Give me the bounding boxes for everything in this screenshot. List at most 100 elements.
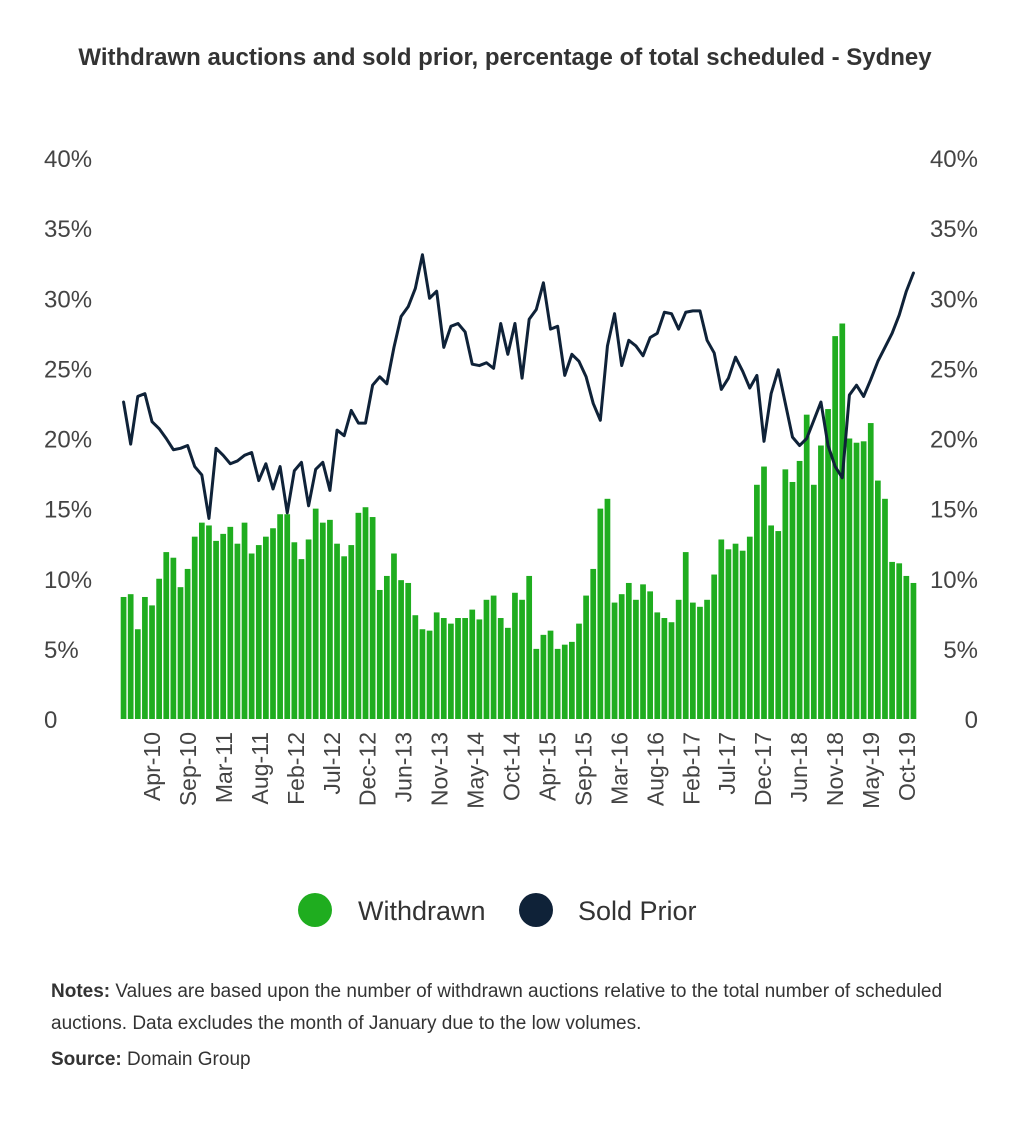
legend: Withdrawn Sold Prior — [298, 893, 697, 927]
x-tick-label: Oct-19 — [894, 732, 920, 801]
x-tick-label: Apr-10 — [139, 732, 165, 801]
withdrawn-bar — [746, 536, 753, 719]
left-y-tick-label: 15% — [44, 497, 92, 524]
withdrawn-bar — [697, 606, 703, 719]
right-y-tick-label: 35% — [930, 216, 978, 243]
withdrawn-bar — [533, 648, 540, 720]
withdrawn-bar — [825, 409, 831, 719]
withdrawn-bar — [476, 619, 483, 719]
withdrawn-bar — [611, 602, 618, 719]
x-tick-label: Jul-17 — [714, 732, 740, 795]
withdrawn-bar — [625, 582, 632, 719]
left-y-tick-label: 10% — [44, 567, 92, 594]
left-y-tick-label: 5% — [44, 637, 79, 664]
right-y-tick-label: 30% — [930, 286, 978, 313]
withdrawn-bar — [604, 498, 611, 719]
right-y-tick-label: 25% — [930, 356, 978, 383]
withdrawn-bar — [170, 557, 177, 719]
notes-text: Values are based upon the number of with… — [51, 981, 943, 1034]
withdrawn-bar — [248, 553, 255, 719]
withdrawn-bar — [227, 526, 234, 719]
legend-sold-prior-label: Sold Prior — [578, 896, 697, 926]
withdrawn-bar — [853, 442, 860, 719]
right-y-tick-label: 20% — [930, 427, 978, 454]
withdrawn-bar — [654, 612, 661, 719]
left-y-axis: 0 5% 10% 15% 20% 25% 30% 35% 40% — [44, 146, 92, 734]
withdrawn-bar — [590, 568, 597, 719]
left-y-tick-label: 25% — [44, 356, 92, 383]
chart-title: Withdrawn auctions and sold prior, perce… — [78, 44, 932, 71]
withdrawn-bar — [312, 508, 319, 720]
withdrawn-bar — [469, 609, 476, 719]
x-tick-label: Nov-18 — [822, 732, 848, 806]
right-y-tick-label: 10% — [930, 567, 978, 594]
withdrawn-bar — [633, 599, 639, 719]
withdrawn-bar — [341, 556, 348, 719]
withdrawn-bar — [334, 543, 340, 719]
x-tick-label: Sep-10 — [175, 732, 201, 806]
x-tick-label: Jul-12 — [319, 732, 345, 795]
withdrawn-bar — [398, 580, 404, 719]
left-y-tick-label: 30% — [44, 286, 92, 313]
withdrawn-bar — [682, 552, 689, 719]
withdrawn-bar — [270, 528, 276, 719]
withdrawn-bar — [426, 630, 433, 719]
x-tick-label: Apr-15 — [535, 732, 561, 801]
x-tick-label: Feb-17 — [678, 732, 704, 805]
withdrawn-bar — [455, 618, 461, 719]
x-tick-label: Aug-11 — [247, 732, 273, 804]
source-line: Source: Domain Group — [51, 1044, 951, 1076]
withdrawn-bar — [362, 507, 369, 719]
withdrawn-bar — [597, 508, 604, 720]
left-y-tick-label: 40% — [44, 146, 92, 173]
withdrawn-bar — [640, 584, 646, 719]
withdrawn-bar — [198, 522, 205, 719]
withdrawn-bar — [519, 599, 525, 719]
withdrawn-bar — [761, 466, 767, 719]
left-y-tick-label: 35% — [44, 216, 92, 243]
x-tick-label: Dec-17 — [750, 732, 776, 806]
withdrawn-bar — [704, 599, 710, 719]
withdrawn-bar — [818, 445, 824, 719]
withdrawn-bar — [647, 591, 654, 719]
x-tick-label: Mar-11 — [211, 732, 237, 803]
chart-canvas: 0 5% 10% 15% 20% 25% 30% 35% 40% 0 5% 10% 15% 20% 25%… — [44, 146, 978, 927]
withdrawn-bar — [127, 594, 134, 719]
left-y-tick-label: 20% — [44, 427, 92, 454]
withdrawn-bar — [775, 531, 782, 719]
right-y-axis: 0 5% 10% 15% 20% 25% 30% 35% 40% — [930, 146, 978, 734]
x-tick-label: Feb-12 — [283, 732, 309, 805]
withdrawn-bar — [383, 575, 390, 719]
sold-prior-line — [122, 253, 915, 520]
x-tick-label: Nov-13 — [427, 732, 453, 806]
withdrawn-bar — [526, 575, 533, 719]
withdrawn-bar — [284, 514, 291, 719]
withdrawn-bar — [668, 622, 675, 719]
withdrawn-bar — [348, 545, 355, 719]
withdrawn-bar — [234, 543, 241, 719]
withdrawn-bar — [718, 539, 725, 719]
withdrawn-bar — [711, 574, 718, 719]
withdrawn-bar — [433, 612, 440, 719]
withdrawn-bar — [277, 514, 283, 719]
withdrawn-bar — [448, 623, 454, 719]
withdrawn-bar — [732, 543, 739, 719]
withdrawn-bar — [220, 533, 227, 719]
withdrawn-bar — [512, 592, 518, 719]
withdrawn-bar — [561, 644, 568, 719]
legend-withdrawn-swatch — [298, 893, 332, 927]
withdrawn-bar — [213, 540, 219, 719]
withdrawn-bar — [504, 627, 511, 719]
withdrawn-bar — [355, 512, 362, 719]
chart-footnotes: Notes: Values are based upon the number … — [51, 976, 951, 1076]
right-y-tick-label: 5% — [943, 637, 978, 664]
withdrawn-bar — [206, 525, 212, 719]
withdrawn-bar — [490, 595, 497, 719]
withdrawn-bar — [540, 634, 547, 719]
withdrawn-bar — [419, 629, 426, 719]
withdrawn-bar — [376, 589, 383, 719]
x-tick-label: Dec-12 — [355, 732, 381, 806]
withdrawn-bar — [583, 595, 589, 719]
withdrawn-bar — [839, 323, 846, 719]
